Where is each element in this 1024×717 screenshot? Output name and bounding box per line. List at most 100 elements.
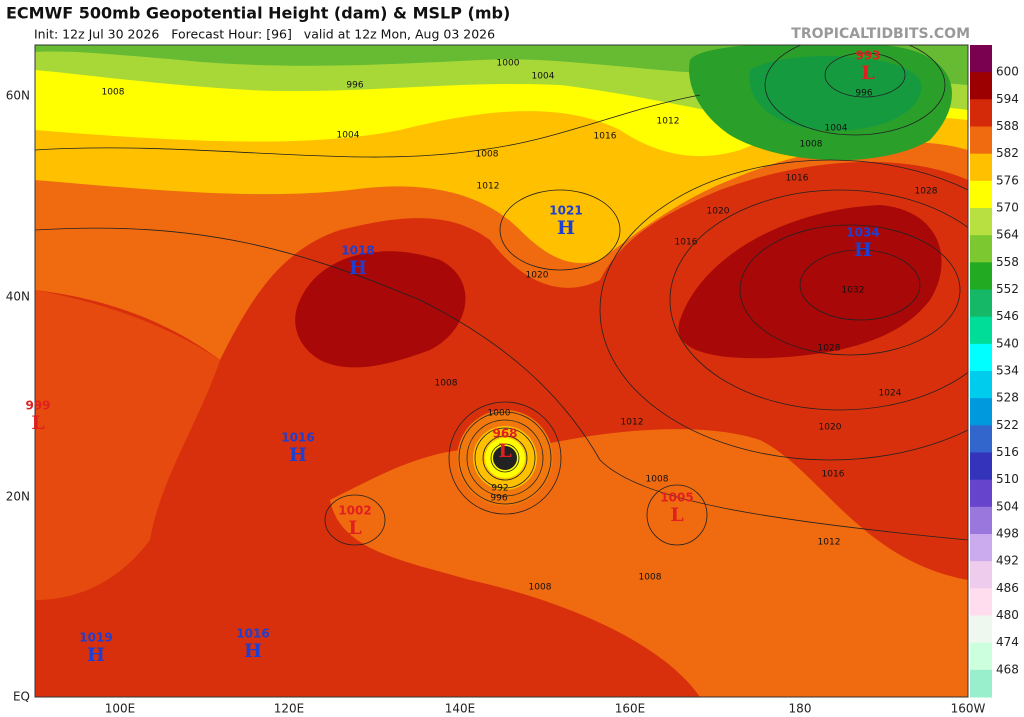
isobar-label: 1020 bbox=[526, 271, 549, 281]
lat-label: 60N bbox=[6, 89, 30, 103]
colorbar-label: 600 bbox=[996, 65, 1019, 79]
isobar-label: 1016 bbox=[594, 132, 617, 142]
isobar-label: 1012 bbox=[477, 182, 500, 192]
center-value: 1021 bbox=[549, 204, 582, 218]
isobar-label: 1032 bbox=[842, 286, 865, 296]
colorbar-bin bbox=[970, 262, 992, 290]
lon-label: 140E bbox=[445, 702, 476, 716]
isobar-label: 1020 bbox=[707, 207, 730, 217]
lat-label: 40N bbox=[6, 290, 30, 304]
center-value: 1018 bbox=[341, 244, 374, 258]
colorbar-bin bbox=[970, 153, 992, 182]
isobar-label: 1008 bbox=[529, 583, 552, 593]
center-letter: L bbox=[861, 62, 874, 84]
colorbar-label: 492 bbox=[996, 554, 1019, 568]
isobar-label: 1004 bbox=[337, 131, 360, 141]
colorbar-bin bbox=[970, 398, 992, 426]
isobar-label: 1012 bbox=[818, 538, 841, 548]
isobar-label: 1016 bbox=[786, 174, 809, 184]
isobar-label: 1024 bbox=[879, 389, 902, 399]
lon-label: 160W bbox=[951, 702, 986, 716]
isobar-label: 1008 bbox=[639, 573, 662, 583]
colorbar-label: 594 bbox=[996, 92, 1019, 106]
colorbar-label: 546 bbox=[996, 309, 1019, 323]
colorbar-bin bbox=[970, 425, 992, 453]
center-value: 999 bbox=[25, 399, 50, 413]
colorbar-label: 468 bbox=[996, 662, 1019, 676]
colorbar-bin bbox=[970, 99, 992, 127]
isobar-label: 1000 bbox=[488, 409, 511, 419]
colorbar-bin bbox=[970, 479, 992, 508]
colorbar-bin bbox=[970, 45, 992, 73]
isobar-label: 1004 bbox=[825, 124, 848, 134]
center-value: 1016 bbox=[281, 431, 314, 445]
colorbar-bin bbox=[970, 316, 992, 345]
isobar-label: 1004 bbox=[532, 72, 555, 82]
colorbar-bin bbox=[970, 235, 992, 263]
colorbar-bin bbox=[970, 371, 992, 399]
isobar-label: 1008 bbox=[800, 140, 823, 150]
lon-label: 120E bbox=[274, 702, 305, 716]
colorbar-label: 570 bbox=[996, 201, 1019, 215]
colorbar-label: 540 bbox=[996, 336, 1019, 350]
isobar-label: 1028 bbox=[818, 344, 841, 354]
colorbar-label: 522 bbox=[996, 418, 1019, 432]
isobar-label: 996 bbox=[490, 494, 507, 504]
center-letter: L bbox=[670, 504, 683, 526]
center-letter: L bbox=[348, 517, 361, 539]
colorbar-bin bbox=[970, 615, 992, 644]
colorbar-bin bbox=[970, 642, 992, 671]
center-value: 1002 bbox=[338, 504, 371, 518]
center-value: 1016 bbox=[236, 627, 269, 641]
subtitle: Init: 12z Jul 30 2026 Forecast Hour: [96… bbox=[34, 27, 495, 42]
colorbar-label: 528 bbox=[996, 391, 1019, 405]
center-value: 1034 bbox=[846, 226, 879, 240]
center-letter: H bbox=[557, 217, 575, 239]
isobars bbox=[35, 45, 968, 546]
center-letter: H bbox=[87, 644, 105, 666]
isobar-label: 1008 bbox=[646, 475, 669, 485]
lon-label: 100E bbox=[105, 702, 136, 716]
isobar-label: 996 bbox=[855, 89, 872, 99]
height-field bbox=[35, 45, 968, 697]
colorbar-label: 558 bbox=[996, 255, 1019, 269]
isobar-label: 1008 bbox=[476, 150, 499, 160]
colorbar-label: 588 bbox=[996, 119, 1019, 133]
center-value: 1019 bbox=[79, 631, 112, 645]
colorbar-label: 576 bbox=[996, 173, 1019, 187]
isobar-label: 996 bbox=[346, 81, 363, 91]
colorbar-bin bbox=[970, 72, 992, 100]
colorbar-bin bbox=[970, 588, 992, 616]
colorbar-bin bbox=[970, 126, 992, 155]
colorbar-label: 510 bbox=[996, 472, 1019, 486]
isobar-label: 1012 bbox=[621, 418, 644, 428]
colorbar-label: 582 bbox=[996, 146, 1019, 160]
lat-label: 20N bbox=[6, 490, 30, 504]
colorbar-bin bbox=[970, 506, 992, 535]
colorbar-label: 564 bbox=[996, 228, 1019, 242]
colorbar-bin bbox=[970, 343, 992, 372]
center-letter: L bbox=[31, 412, 44, 434]
center-value: 968 bbox=[492, 427, 517, 441]
isobar-label: 1016 bbox=[675, 238, 698, 248]
colorbar-label: 498 bbox=[996, 527, 1019, 541]
watermark: TROPICALTIDBITS.COM bbox=[791, 26, 970, 42]
isobar-label: 1008 bbox=[435, 379, 458, 389]
colorbar-bin bbox=[970, 561, 992, 589]
lat-label: EQ bbox=[13, 690, 30, 704]
map-frame bbox=[34, 44, 969, 698]
center-letter: L bbox=[498, 440, 511, 462]
colorbar-bin bbox=[970, 534, 992, 562]
isobar-label: 1000 bbox=[497, 59, 520, 69]
isobar-label: 1028 bbox=[915, 187, 938, 197]
colorbar-label: 486 bbox=[996, 581, 1019, 595]
isobar-label: 1020 bbox=[819, 423, 842, 433]
isobar-label: 992 bbox=[491, 484, 508, 494]
colorbar-bin bbox=[970, 180, 992, 209]
center-letter: H bbox=[349, 257, 367, 279]
colorbar-bin bbox=[970, 669, 992, 698]
title: ECMWF 500mb Geopotential Height (dam) & … bbox=[6, 4, 510, 23]
colorbar-label: 516 bbox=[996, 445, 1019, 459]
center-letter: H bbox=[289, 444, 307, 466]
